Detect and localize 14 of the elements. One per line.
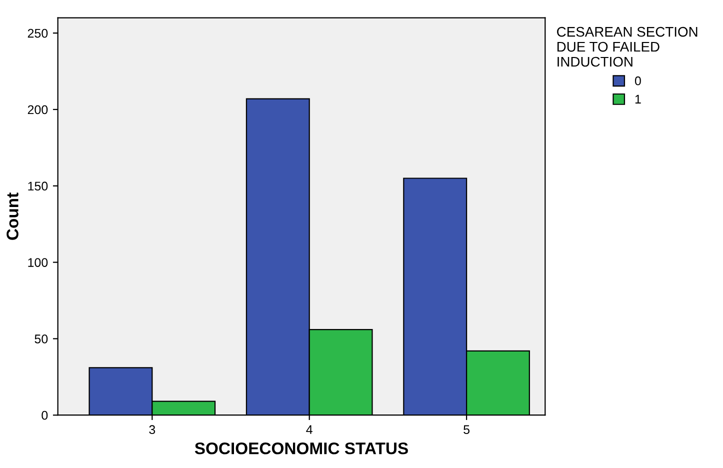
legend-title: CESAREAN SECTION DUE TO FAILED INDUCTION [557, 26, 698, 67]
y-tick-label: 250 [28, 28, 48, 38]
x-tick-label: 4 [306, 425, 312, 434]
x-tick-label: 5 [464, 425, 470, 434]
legend-label: 0 [634, 76, 641, 86]
legend-label: 1 [635, 94, 641, 104]
y-tick-label: 150 [28, 182, 48, 191]
y-tick-label: 200 [28, 105, 48, 114]
x-tick-label: 3 [149, 425, 156, 434]
y-tick-label: 0 [42, 410, 48, 420]
y-axis-title: Count [6, 192, 18, 240]
y-tick-label: 100 [28, 258, 48, 267]
y-tick-label: 50 [34, 334, 48, 344]
x-axis-title: SOCIOECONOMIC STATUS [194, 442, 408, 454]
